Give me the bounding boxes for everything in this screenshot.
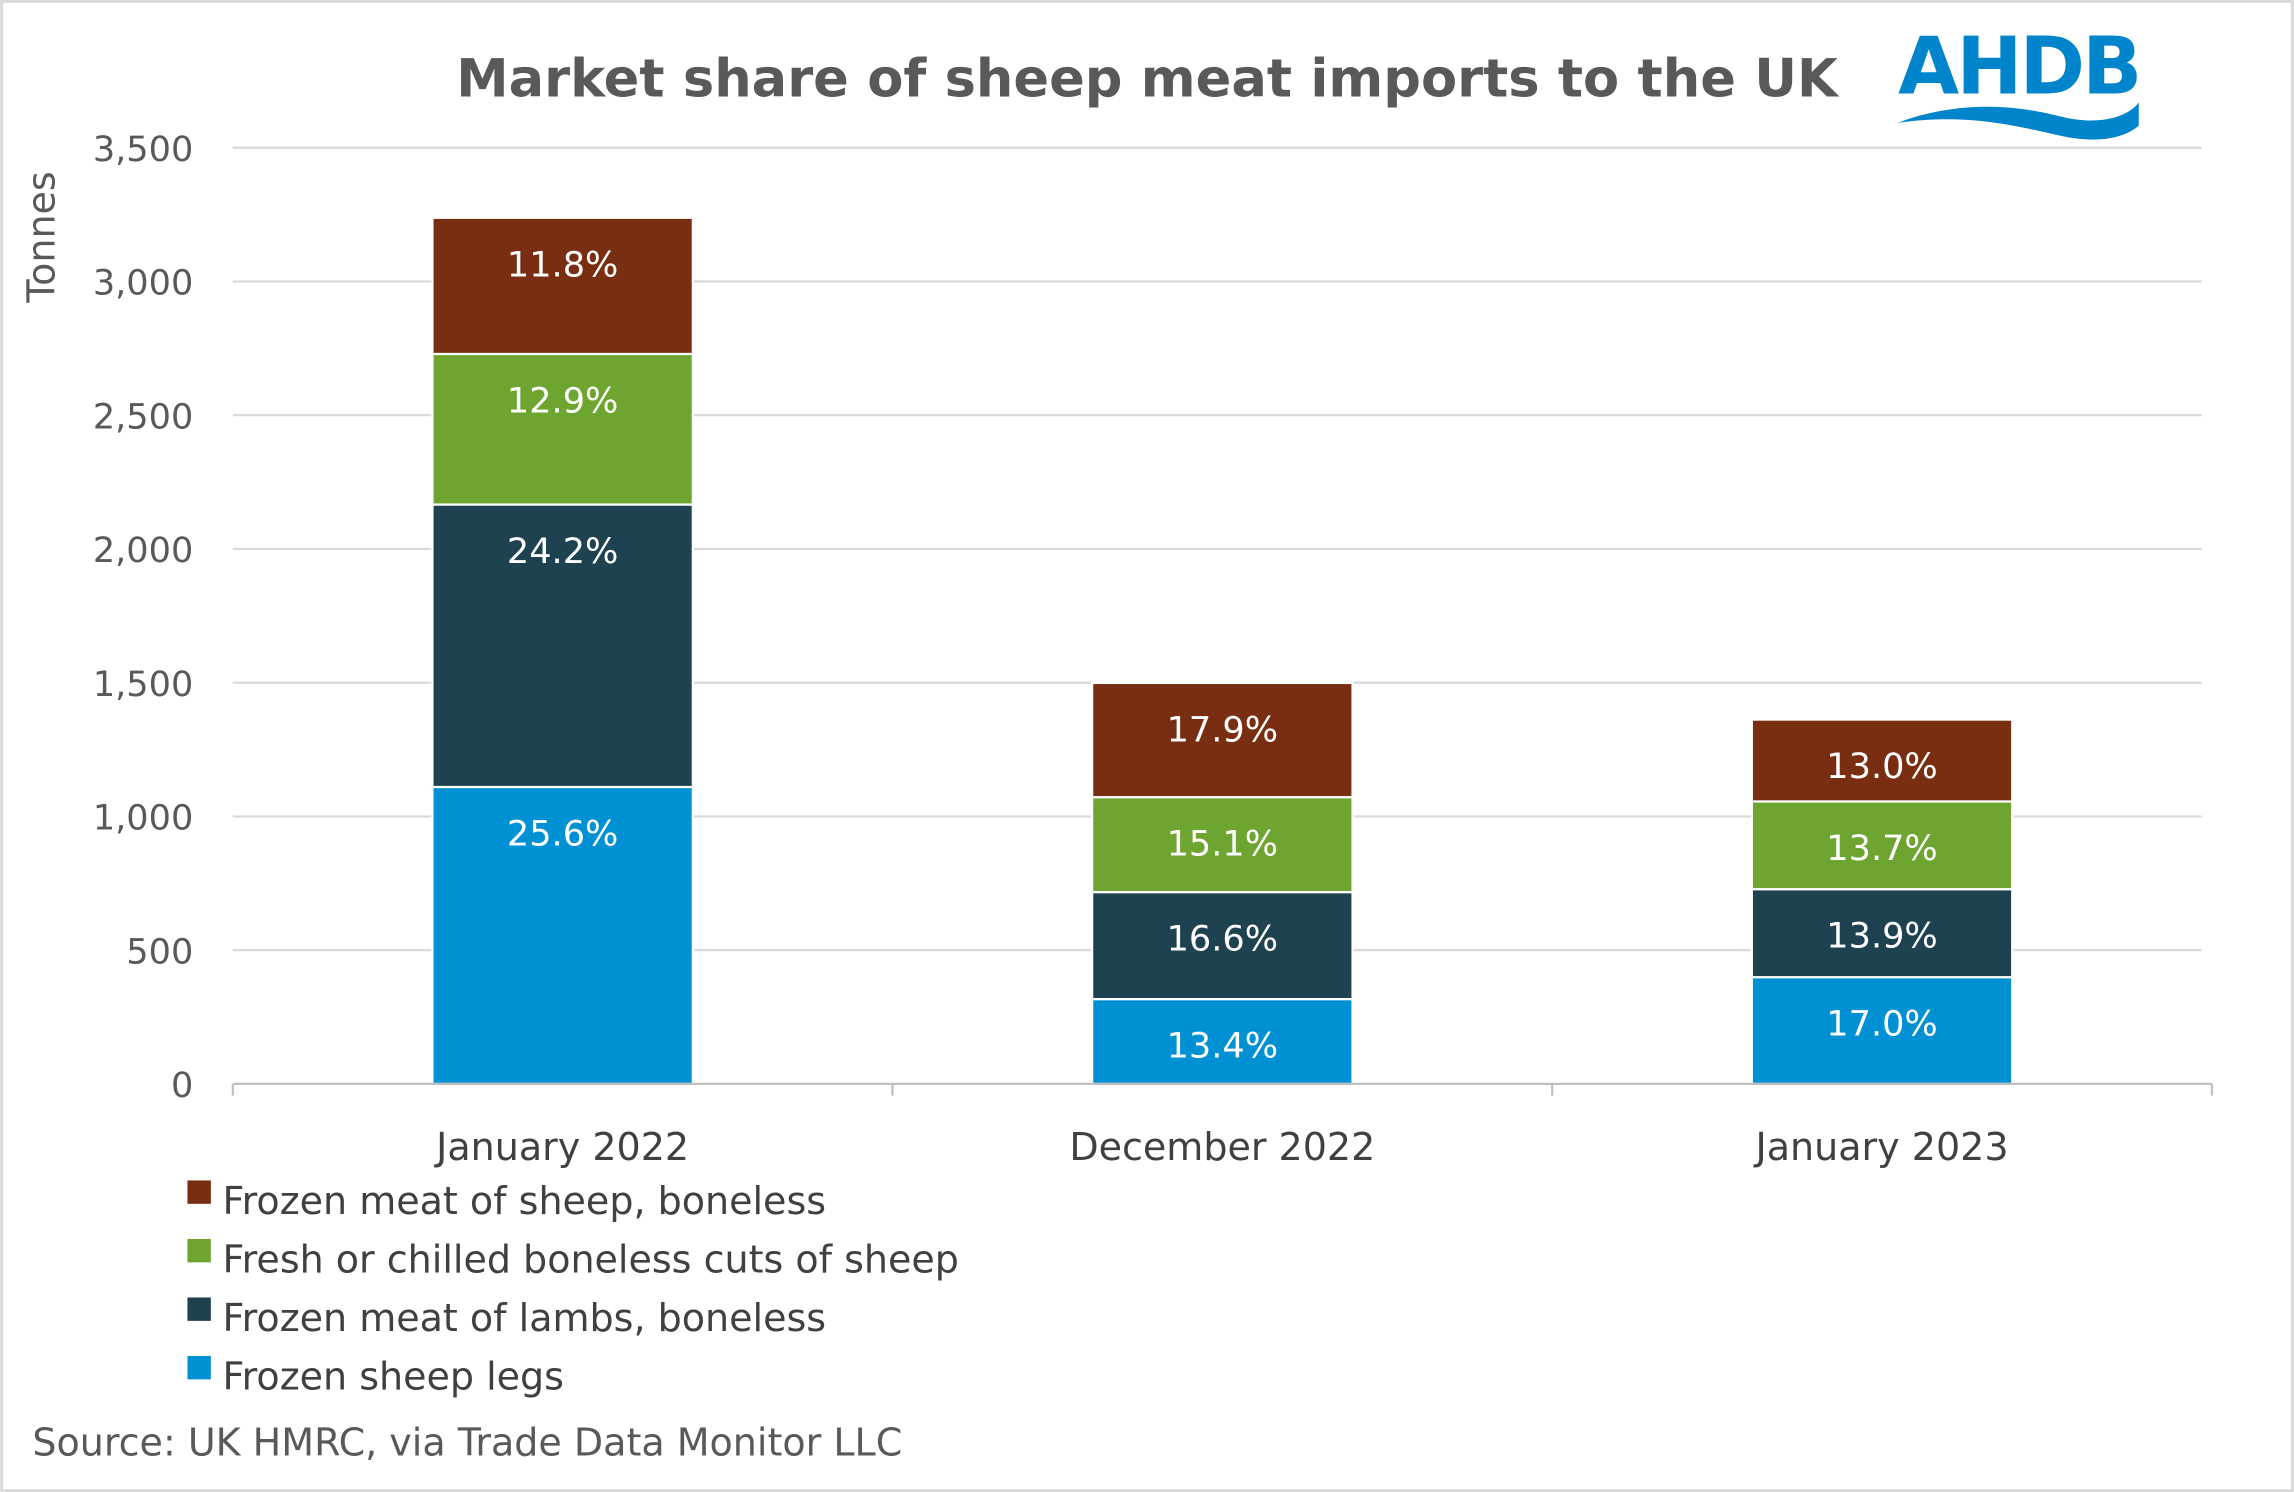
y-tick-label: 1,000	[93, 798, 193, 839]
legend-swatch	[187, 1297, 211, 1321]
y-axis-label: Tonnes	[19, 171, 63, 303]
legend-label: Fresh or chilled boneless cuts of sheep	[223, 1238, 959, 1282]
legend-label: Frozen meat of lambs, boneless	[223, 1296, 827, 1340]
bar-segment	[431, 216, 694, 356]
data-label: 24.2%	[507, 531, 618, 572]
data-label: 17.0%	[1826, 1004, 1937, 1045]
bar-segment	[1091, 998, 1354, 1085]
data-label: 25.6%	[507, 814, 618, 855]
bar-segment	[1750, 718, 2014, 803]
legend-label: Frozen meat of sheep, boneless	[223, 1179, 827, 1223]
bar-segment	[1091, 681, 1354, 799]
bar-segment	[1750, 800, 2014, 891]
legend-label: Frozen sheep legs	[223, 1355, 564, 1399]
bar-segment	[431, 785, 694, 1085]
data-label: 15.1%	[1167, 824, 1278, 865]
bar-segment	[1091, 891, 1354, 1001]
data-label: 13.0%	[1826, 746, 1937, 787]
data-label: 12.9%	[507, 380, 618, 421]
x-tick-label: January 2023	[1754, 1125, 2009, 1169]
bar-segment	[1750, 888, 2014, 979]
bar-segment	[431, 503, 694, 789]
data-label: 13.7%	[1826, 828, 1937, 869]
bar-segment	[431, 352, 694, 506]
legend-swatch	[187, 1355, 211, 1380]
data-label: 16.6%	[1167, 919, 1278, 960]
x-tick-label: December 2022	[1069, 1125, 1375, 1169]
data-label: 13.4%	[1167, 1026, 1278, 1067]
y-tick-label: 0	[171, 1065, 193, 1106]
data-label: 11.8%	[507, 244, 618, 285]
data-label: 17.9%	[1167, 709, 1278, 750]
source-note: Source: UK HMRC, via Trade Data Monitor …	[32, 1420, 902, 1464]
bar-segment	[1750, 976, 2014, 1085]
y-tick-label: 2,500	[93, 396, 193, 437]
y-tick-label: 3,500	[93, 129, 193, 170]
legend-swatch	[187, 1238, 211, 1263]
y-tick-label: 1,500	[93, 664, 193, 705]
x-tick-label: January 2022	[434, 1125, 689, 1169]
y-tick-label: 500	[126, 931, 193, 972]
ahdb-logo: AHDB	[1897, 21, 2142, 140]
logo-wave	[1897, 102, 2139, 140]
y-tick-label: 2,000	[93, 530, 193, 571]
chart-title: Market share of sheep meat imports to th…	[456, 49, 1840, 110]
data-label: 13.9%	[1826, 916, 1937, 957]
y-tick-label: 3,000	[93, 263, 193, 304]
logo-text: AHDB	[1898, 21, 2139, 113]
legend-swatch	[187, 1180, 211, 1204]
